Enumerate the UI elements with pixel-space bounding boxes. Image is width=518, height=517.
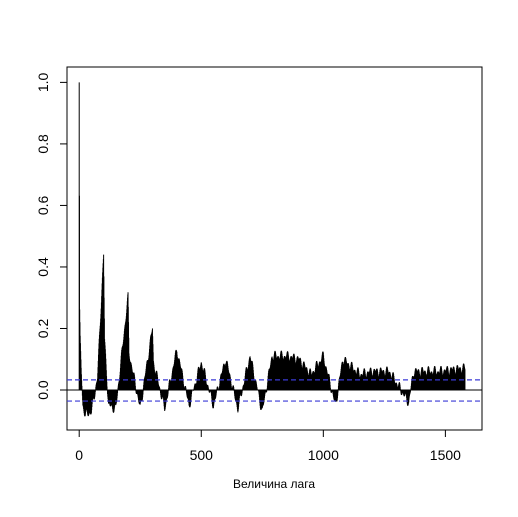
x-tick-label: 500 xyxy=(190,447,214,463)
x-tick-label: 1000 xyxy=(308,447,339,463)
x-axis: 0 500 1000 1500 xyxy=(75,430,461,463)
y-tick-label: 0.4 xyxy=(35,257,51,277)
plot-frame xyxy=(66,66,483,431)
x-tick-label: 0 xyxy=(75,447,83,463)
y-tick-label: 1.0 xyxy=(35,72,51,92)
y-tick-label: 0.0 xyxy=(35,380,51,400)
y-tick-label: 0.8 xyxy=(35,134,51,154)
y-tick-label: 0.2 xyxy=(35,319,51,339)
x-tick-label: 1500 xyxy=(430,447,461,463)
x-axis-label: Величина лага xyxy=(233,477,315,491)
acf-bars xyxy=(78,82,466,417)
y-axis: 0.0 0.2 0.4 0.6 0.8 1.0 xyxy=(35,72,67,400)
y-tick-label: 0.6 xyxy=(35,195,51,215)
